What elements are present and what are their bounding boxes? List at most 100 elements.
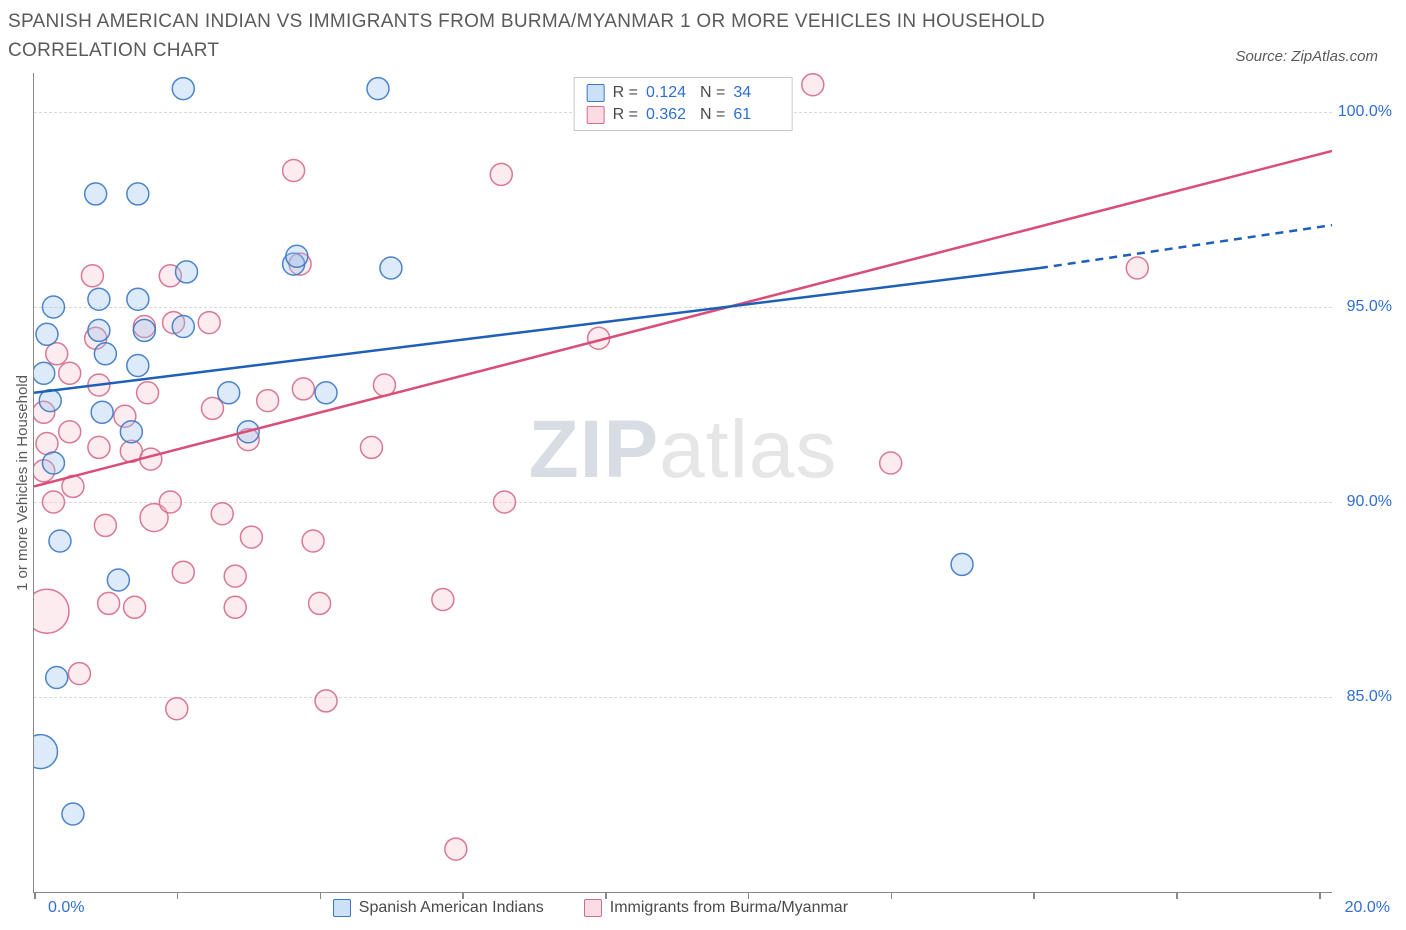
data-point [224,596,246,618]
data-point [42,491,64,513]
chart-svg [34,73,1332,892]
legend-label-blue: Spanish American Indians [359,899,544,917]
data-point [315,690,337,712]
data-point [257,390,279,412]
data-point [88,319,110,341]
data-point [286,245,308,267]
data-point [49,530,71,552]
x-tick [891,892,893,899]
data-point [59,362,81,384]
source-credit: Source: ZipAtlas.com [1235,48,1378,65]
x-tick [34,892,36,899]
data-point [42,452,64,474]
y-tick-label: 85.0% [1347,688,1392,706]
data-point [81,265,103,287]
data-point [802,74,824,96]
data-point [494,491,516,513]
x-tick [748,892,750,899]
data-point [91,401,113,423]
data-point [85,183,107,205]
y-tick-label: 95.0% [1347,298,1392,316]
data-point [94,343,116,365]
data-point [62,803,84,825]
data-point [46,343,68,365]
data-point [380,257,402,279]
stats-row-blue: R = 0.124 N = 34 [587,82,780,104]
x-axis-row: 0.0% Spanish American Indians Immigrants… [48,899,1398,917]
data-point [1126,257,1148,279]
n-label: N = [700,106,725,124]
x-tick [1033,892,1035,899]
r-label: R = [613,106,638,124]
data-point [166,698,188,720]
data-point [951,553,973,575]
stats-row-pink: R = 0.362 N = 61 [587,104,780,126]
data-point [127,183,149,205]
legend-swatch-blue [333,899,351,917]
data-point [172,78,194,100]
data-point [880,452,902,474]
right-gutter [1332,73,1398,893]
data-point [88,436,110,458]
x-tick [1176,892,1178,899]
trend-line [34,151,1332,486]
blue-n-value: 34 [733,84,779,102]
blue-r-value: 0.124 [646,84,692,102]
legend-swatch-pink [584,899,602,917]
trend-line [1040,225,1332,268]
data-point [172,316,194,338]
data-point [367,78,389,100]
pink-r-value: 0.362 [646,106,692,124]
y-tick-label: 90.0% [1347,493,1392,511]
legend-item-blue: Spanish American Indians [333,899,544,917]
data-point [120,421,142,443]
data-point [36,433,58,455]
data-point [360,436,382,458]
data-point [68,663,90,685]
data-point [302,530,324,552]
data-point [445,838,467,860]
header-row: SPANISH AMERICAN INDIAN VS IMMIGRANTS FR… [8,8,1398,65]
chart-title: SPANISH AMERICAN INDIAN VS IMMIGRANTS FR… [8,8,1108,65]
data-point [94,514,116,536]
data-point [98,592,120,614]
data-point [159,491,181,513]
plot-area: ZIPatlas R = 0.124 N = 34 R = 0.362 N = … [33,73,1332,893]
data-point [176,261,198,283]
data-point [137,382,159,404]
data-point [292,378,314,400]
data-point [283,160,305,182]
n-label: N = [700,84,725,102]
x-tick [462,892,464,899]
data-point [218,382,240,404]
legend-item-pink: Immigrants from Burma/Myanmar [584,899,848,917]
x-tick [605,892,607,899]
data-point [36,323,58,345]
y-tick-label: 100.0% [1338,103,1392,121]
data-point [315,382,337,404]
data-point [88,288,110,310]
data-point [240,526,262,548]
data-point [133,319,155,341]
data-point [34,735,57,769]
data-point [224,565,246,587]
stats-legend-box: R = 0.124 N = 34 R = 0.362 N = 61 [574,77,793,131]
data-point [211,503,233,525]
data-point [124,596,146,618]
data-point [309,592,331,614]
x-max-label: 20.0% [1345,899,1390,917]
r-label: R = [613,84,638,102]
data-point [107,569,129,591]
pink-n-value: 61 [733,106,779,124]
data-point [46,667,68,689]
stats-swatch-blue [587,84,605,102]
stats-swatch-pink [587,106,605,124]
data-point [34,362,55,384]
data-point [127,355,149,377]
y-axis-label: 1 or more Vehicles in Household [8,375,33,591]
legend-label-pink: Immigrants from Burma/Myanmar [610,899,848,917]
x-tick [177,892,179,899]
bottom-legend: Spanish American Indians Immigrants from… [333,899,848,917]
x-tick [320,892,322,899]
data-point [432,589,454,611]
